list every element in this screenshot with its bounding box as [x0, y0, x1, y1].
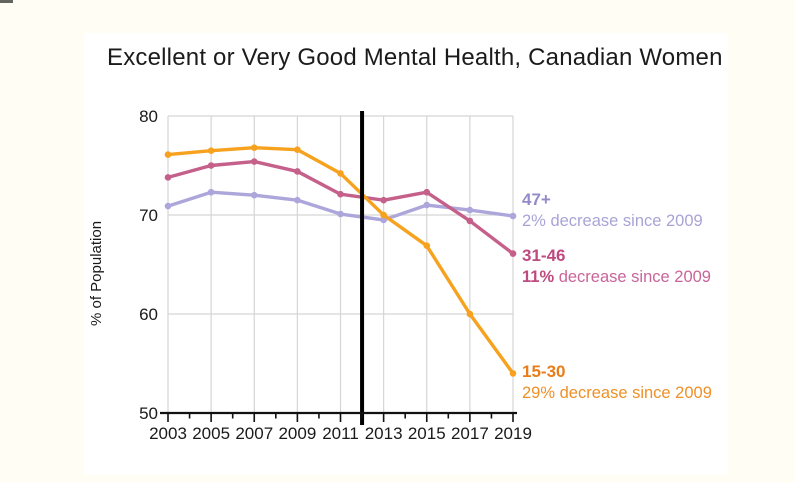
corner-artifact — [0, 0, 13, 3]
legend-rest: decrease since 2009 — [545, 211, 703, 230]
x-tick-label-2017: 2017 — [450, 424, 489, 443]
series-point-47+-2017 — [466, 206, 474, 214]
legend-pct: 11% — [522, 267, 555, 286]
x-tick-label-2005: 2005 — [192, 424, 231, 443]
legend-rest: decrease since 2009 — [554, 267, 711, 286]
series-point-15-30-2011 — [337, 170, 344, 177]
series-point-47+-2003 — [164, 202, 172, 210]
series-point-31-46-2007 — [250, 158, 258, 165]
series-point-47+-2005 — [207, 188, 215, 196]
y-tick-label-60: 60 — [139, 305, 158, 324]
series-point-31-46-2019 — [509, 250, 517, 257]
series-point-47+-2011 — [337, 210, 344, 218]
series-point-31-46-2017 — [466, 217, 474, 225]
series-point-15-30-2005 — [207, 147, 215, 154]
chart-title: Excellent or Very Good Mental Health, Ca… — [107, 44, 723, 71]
x-tick-label-2013: 2013 — [364, 424, 403, 443]
series-point-31-46-2005 — [207, 162, 215, 169]
x-tick-label-2019: 2019 — [494, 424, 532, 443]
series-point-31-46-2009 — [294, 168, 301, 175]
x-tick-label-2011: 2011 — [322, 424, 359, 443]
legend-subtitle: 29% decrease since 2009 — [522, 382, 712, 406]
y-tick-label-70: 70 — [139, 206, 158, 225]
series-point-31-46-2015 — [423, 188, 431, 196]
legend-entry-15-30: 15-30 29% decrease since 2009 — [522, 362, 712, 406]
series-point-15-30-2013 — [380, 211, 387, 219]
legend-subtitle: 11% decrease since 2009 — [522, 266, 711, 290]
legend-label: 15-30 — [522, 362, 566, 381]
x-tick-label-2003: 2003 — [149, 424, 187, 443]
x-tick-label-2015: 2015 — [407, 424, 446, 443]
series-point-47+-2009 — [294, 196, 301, 204]
legend-label: 47+ — [522, 190, 551, 209]
series-point-15-30-2009 — [294, 146, 301, 153]
series-point-47+-2013 — [380, 216, 387, 224]
legend-rest: decrease since 2009 — [555, 383, 712, 402]
chart-slide: Excellent or Very Good Mental Health, Ca… — [84, 33, 728, 475]
series-point-15-30-2017 — [466, 310, 474, 318]
series-point-47+-2007 — [250, 191, 258, 199]
y-tick-label-50: 50 — [139, 404, 158, 423]
y-tick-label-80: 80 — [139, 107, 158, 126]
y-axis-title: % of Population — [88, 220, 105, 326]
series-point-47+-2019 — [509, 212, 517, 220]
series-point-15-30-2019 — [509, 370, 517, 377]
chart-canvas — [160, 111, 517, 425]
series-point-31-46-2013 — [380, 196, 387, 204]
x-tick-label-2007: 2007 — [235, 424, 274, 443]
series-point-15-30-2015 — [423, 242, 431, 249]
legend-entry-31-46: 31-46 11% decrease since 2009 — [522, 246, 711, 290]
series-point-47+-2015 — [423, 201, 431, 209]
legend-label: 31-46 — [522, 246, 566, 265]
series-point-31-46-2003 — [164, 174, 172, 181]
series-point-15-30-2007 — [250, 144, 258, 151]
x-tick-label-2009: 2009 — [278, 424, 317, 443]
series-point-15-30-2003 — [164, 151, 172, 158]
legend-entry-47plus: 47+ 2% decrease since 2009 — [522, 190, 703, 234]
legend-subtitle: 2% decrease since 2009 — [522, 210, 703, 234]
legend-pct: 29% — [522, 383, 556, 402]
series-point-31-46-2011 — [337, 190, 344, 198]
legend-pct: 2% — [522, 211, 546, 230]
